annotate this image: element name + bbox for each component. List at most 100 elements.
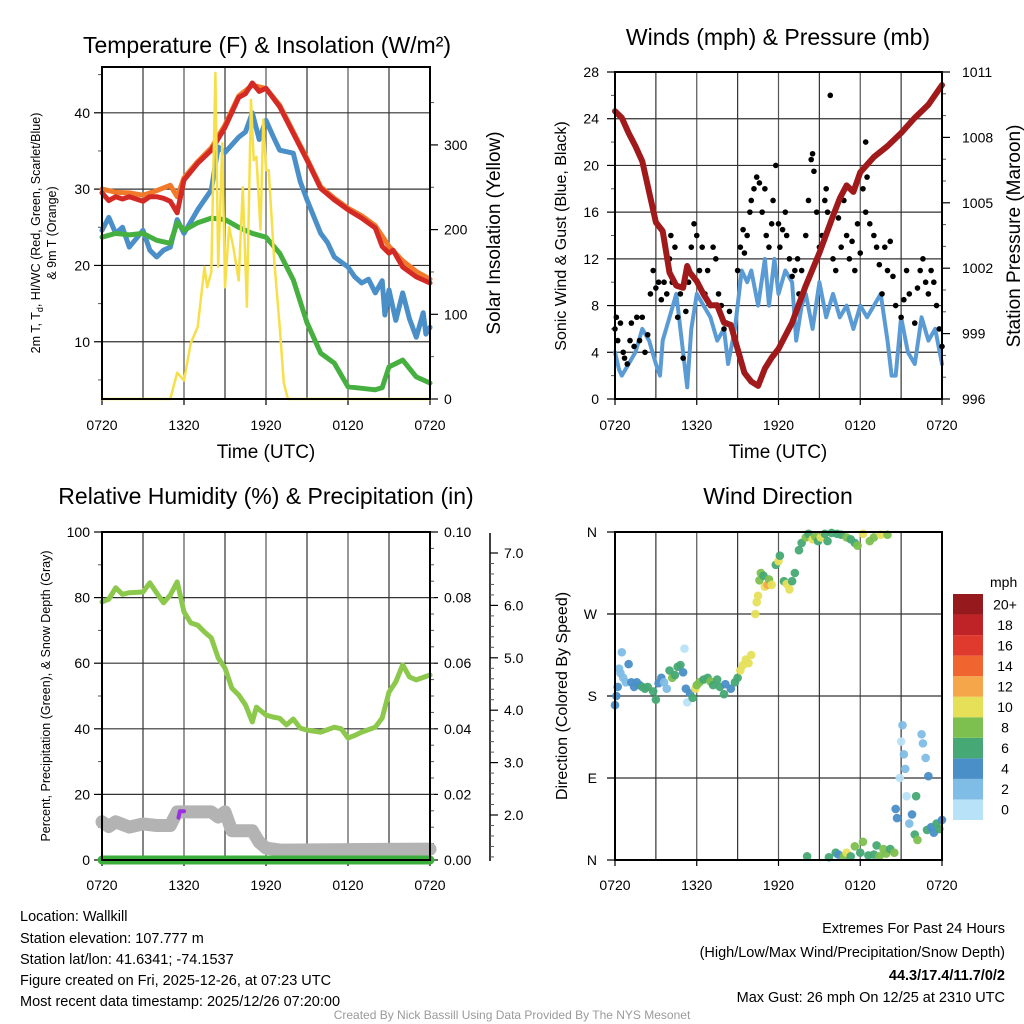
gust-point bbox=[928, 267, 934, 274]
y-tick-label: 999 bbox=[962, 326, 986, 342]
wind-direction-point bbox=[753, 591, 763, 601]
gust-point bbox=[751, 185, 757, 192]
y-tick-label: 12 bbox=[583, 251, 599, 267]
y-tick-label: 0 bbox=[591, 391, 599, 407]
y-tick-label: E bbox=[588, 770, 597, 786]
gust-point bbox=[770, 197, 776, 204]
gust-point bbox=[846, 256, 853, 262]
x-tick-label: 0720 bbox=[86, 417, 117, 433]
latlon-text: Station lat/lon: 41.6341; -74.1537 bbox=[20, 952, 234, 968]
gust-point bbox=[802, 232, 809, 239]
y-tick-label: 0 bbox=[444, 391, 452, 407]
wind-direction-point bbox=[917, 729, 926, 739]
gust-point bbox=[696, 267, 703, 274]
gust-point bbox=[903, 267, 910, 274]
gust-point bbox=[642, 349, 648, 356]
gust-point bbox=[824, 209, 831, 215]
gust-point bbox=[693, 232, 700, 239]
x-tick-label: 0720 bbox=[599, 877, 630, 893]
wind-direction-point bbox=[853, 541, 862, 550]
wind-direction-point bbox=[858, 837, 868, 847]
y-tick-label: 28 bbox=[583, 64, 599, 80]
gust-point bbox=[832, 267, 839, 274]
gust-point bbox=[933, 302, 940, 309]
gust-point bbox=[639, 314, 646, 321]
colorbar-label: 20+ bbox=[993, 596, 1017, 612]
colorbar-swatch bbox=[953, 594, 983, 615]
colorbar-swatch bbox=[953, 655, 983, 677]
gust-point bbox=[827, 92, 834, 99]
y-tick-label: 200 bbox=[444, 222, 468, 238]
wind-direction-point bbox=[624, 659, 633, 669]
gust-point bbox=[691, 221, 697, 227]
gust-point bbox=[627, 337, 633, 344]
wind-direction-title: Wind Direction bbox=[703, 483, 853, 509]
series-precip-type bbox=[176, 809, 186, 820]
wind-direction-point bbox=[617, 647, 627, 657]
series-2m-td bbox=[99, 215, 433, 393]
gust-point bbox=[789, 273, 795, 280]
plot-border bbox=[101, 531, 431, 861]
gust-point bbox=[922, 279, 929, 286]
x-tick-label: 1920 bbox=[763, 417, 794, 433]
colorbar-swatch bbox=[953, 635, 983, 656]
y-tick-label: 0.08 bbox=[444, 590, 471, 606]
y-tick-label: 0.06 bbox=[444, 655, 471, 671]
colorbar-swatch bbox=[953, 737, 983, 759]
y-tick-label: 80 bbox=[74, 590, 90, 606]
y-tick-label: 20 bbox=[74, 786, 90, 802]
gust-point bbox=[835, 215, 842, 221]
wind-direction-point bbox=[892, 813, 902, 823]
gust-point bbox=[822, 197, 828, 204]
elevation-text: Station elevation: 107.777 m bbox=[20, 931, 204, 947]
y-tick-label: N bbox=[587, 852, 597, 868]
gust-point bbox=[843, 232, 850, 239]
y-tick-label: 0 bbox=[82, 852, 90, 868]
series-station-pressure bbox=[612, 82, 945, 389]
gust-point bbox=[857, 250, 864, 256]
gust-point bbox=[854, 221, 861, 227]
colorbar-swatch bbox=[953, 614, 983, 636]
gust-point bbox=[890, 273, 896, 280]
gust-point bbox=[756, 180, 763, 186]
x-tick-label: 1320 bbox=[681, 877, 712, 893]
gust-point bbox=[747, 209, 753, 215]
gust-point bbox=[713, 256, 719, 262]
y-tick-label: 40 bbox=[74, 721, 90, 737]
wind-direction-point bbox=[890, 848, 899, 858]
gust-point bbox=[884, 267, 891, 274]
wind-direction-point bbox=[648, 687, 658, 696]
y-tick-label: 40 bbox=[74, 105, 90, 121]
x-tick-label: 1920 bbox=[763, 877, 794, 893]
colorbar-label: 10 bbox=[997, 699, 1013, 715]
wind-direction-point bbox=[752, 597, 761, 607]
colorbar-label: 14 bbox=[997, 658, 1013, 674]
snow-depth-tick-label: 2.0 bbox=[504, 807, 524, 823]
y-tick-label: 0.00 bbox=[444, 852, 471, 868]
gust-point bbox=[862, 209, 869, 215]
gust-point bbox=[809, 150, 816, 157]
wind-direction-point bbox=[855, 848, 865, 858]
pressure-ylabel: Station Pressure (Maroon) bbox=[1004, 125, 1024, 348]
gust-point bbox=[688, 244, 695, 250]
wind-direction-point bbox=[612, 691, 621, 701]
gust-point bbox=[876, 261, 883, 268]
y-tick-label: 996 bbox=[962, 391, 986, 407]
x-tick-label: 0720 bbox=[926, 417, 957, 433]
gust-point bbox=[866, 221, 873, 227]
y-tick-label: 1008 bbox=[962, 129, 993, 145]
gust-point bbox=[674, 314, 681, 321]
y-tick-label: N bbox=[587, 524, 597, 540]
gust-point bbox=[775, 221, 782, 227]
gust-point bbox=[734, 267, 741, 274]
wind-direction-point bbox=[891, 804, 900, 814]
humidity-title: Relative Humidity (%) & Precipitation (i… bbox=[58, 483, 473, 509]
gust-point bbox=[710, 244, 716, 250]
wind-direction-point bbox=[670, 670, 680, 680]
gust-point bbox=[737, 244, 744, 250]
wind-direction-point bbox=[785, 585, 794, 594]
x-tick-label: 1320 bbox=[681, 417, 712, 433]
extremes-values: 44.3/17.4/11.7/0/2 bbox=[889, 968, 1005, 984]
gust-point bbox=[617, 320, 624, 326]
